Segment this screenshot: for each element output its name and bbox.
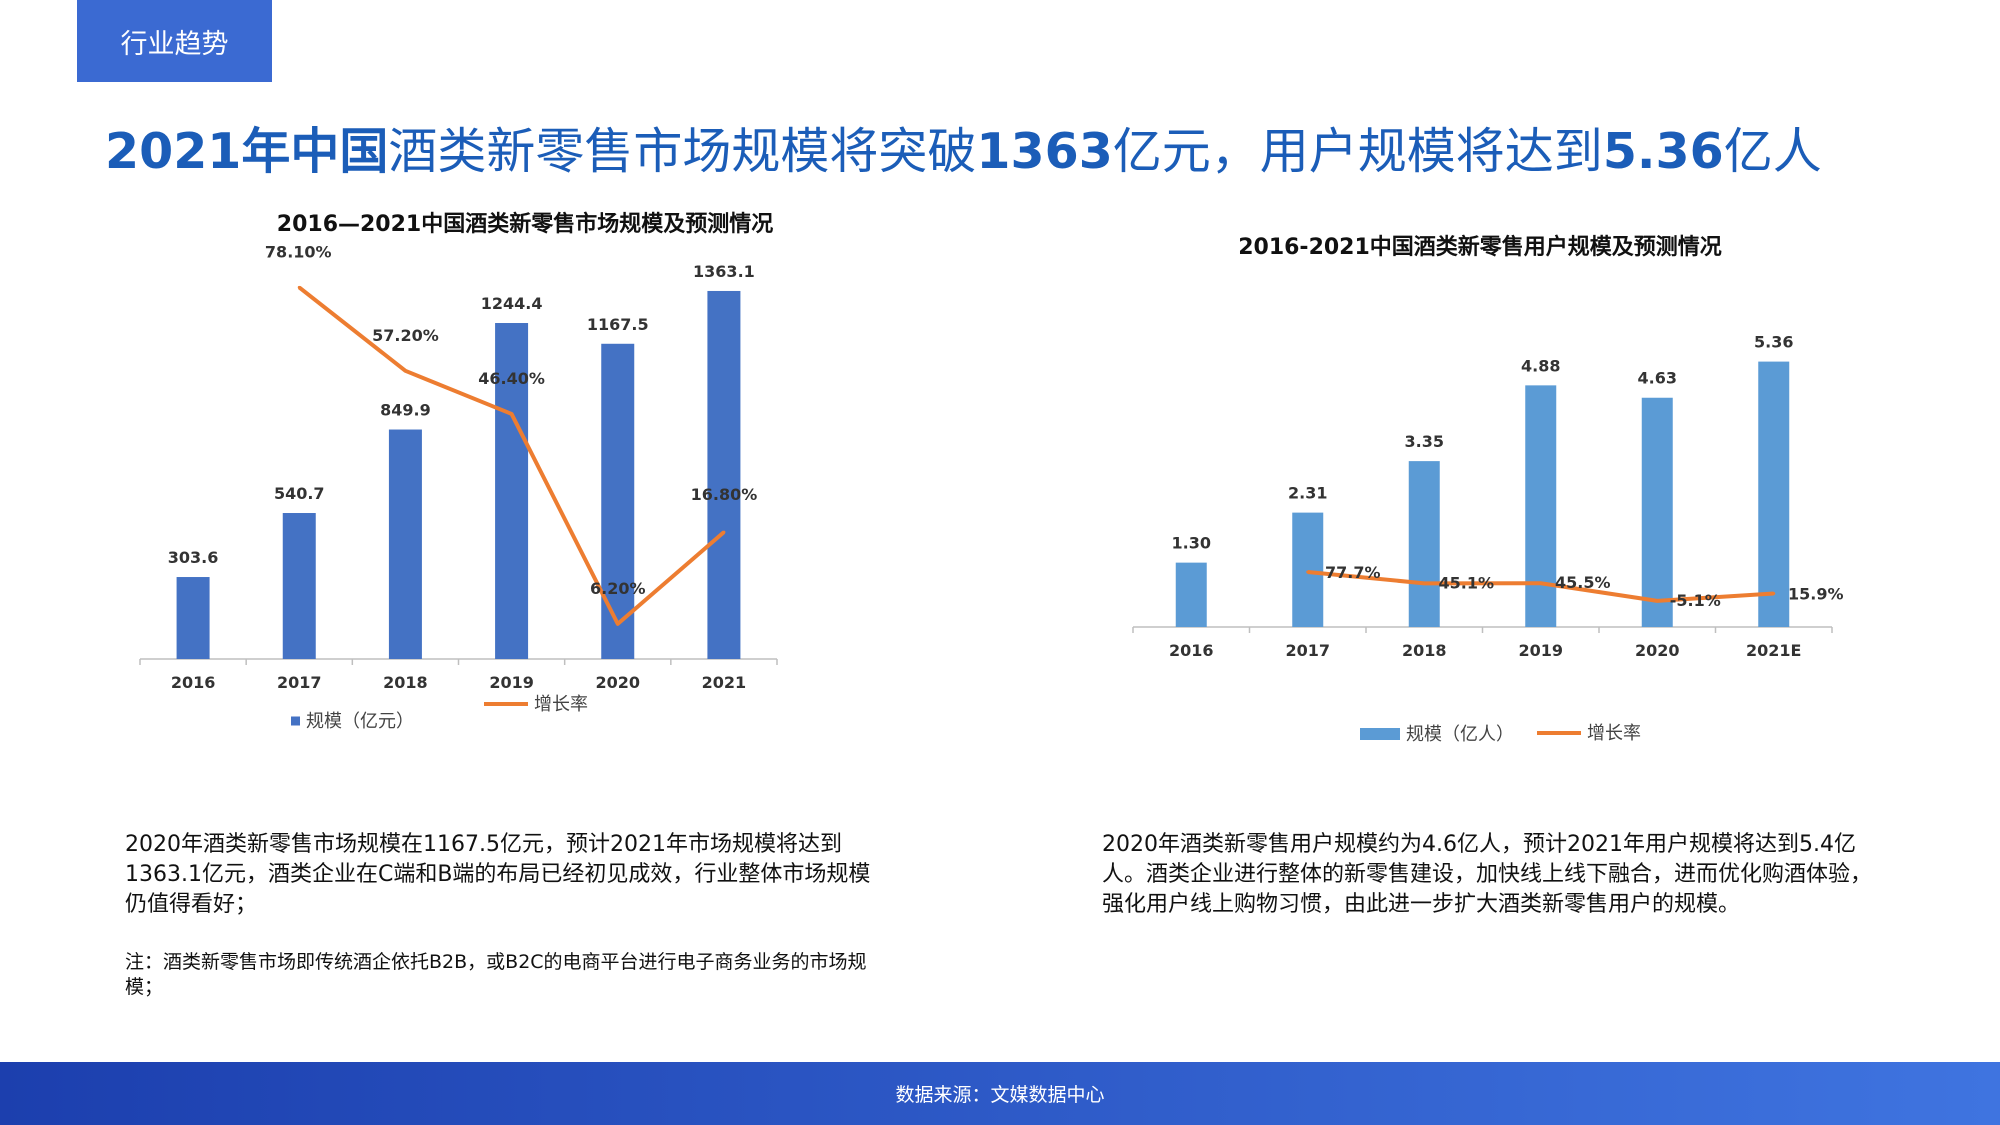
bar-value-label: 5.36 bbox=[1754, 333, 1793, 352]
growth-point bbox=[1306, 570, 1310, 574]
legend-line-label: 增长率 bbox=[1587, 723, 1641, 744]
x-tick-label: 2018 bbox=[383, 673, 428, 692]
growth-point bbox=[722, 530, 726, 534]
growth-point bbox=[1655, 599, 1659, 603]
x-tick-label: 2018 bbox=[1402, 641, 1447, 660]
growth-point bbox=[616, 622, 620, 626]
x-tick-label: 2017 bbox=[1285, 641, 1330, 660]
legend-bar-label: 规模（亿人） bbox=[1406, 724, 1514, 745]
section-tag: 行业趋势 bbox=[77, 0, 272, 82]
bar-value-label: 1244.4 bbox=[481, 294, 543, 313]
bar-value-label: 4.63 bbox=[1638, 369, 1677, 388]
x-tick-label: 2019 bbox=[1518, 641, 1563, 660]
growth-point bbox=[510, 412, 514, 416]
growth-value-label: 45.1% bbox=[1438, 573, 1494, 592]
legend-bar-swatch bbox=[1360, 728, 1400, 740]
bar bbox=[388, 429, 422, 659]
bar-value-label: 1.30 bbox=[1172, 534, 1211, 553]
bar bbox=[1408, 461, 1440, 627]
growth-point bbox=[297, 285, 301, 289]
chart1-title: 2016—2021中国酒类新零售市场规模及预测情况 bbox=[276, 212, 774, 237]
user-size-chart: 1.30 2016 2.31 2017 3.35 2018 4.88 2019 4.63 2020… bbox=[1132, 333, 1844, 745]
bar-value-label: 540.7 bbox=[274, 484, 325, 503]
chart2-title: 2016-2021中国酒类新零售用户规模及预测情况 bbox=[1238, 235, 1722, 260]
bar bbox=[1525, 385, 1557, 627]
growth-value-label: 78.10% bbox=[265, 242, 332, 261]
growth-value-label: 77.7% bbox=[1325, 563, 1381, 582]
x-tick-label: 2021E bbox=[1746, 641, 1801, 660]
headline: 2021年中国酒类新零售市场规模将突破1363亿元，用户规模将达到5.36亿人 bbox=[105, 112, 1965, 183]
growth-point bbox=[1539, 581, 1543, 585]
bar-value-label: 2.31 bbox=[1288, 484, 1327, 503]
growth-point bbox=[1772, 592, 1776, 596]
bar bbox=[1175, 562, 1207, 627]
x-tick-label: 2016 bbox=[171, 673, 216, 692]
bar-value-label: 3.35 bbox=[1405, 432, 1444, 451]
bar-value-label: 849.9 bbox=[380, 401, 431, 420]
growth-value-label: -5.1% bbox=[1670, 591, 1721, 610]
left-summary: 2020年酒类新零售市场规模在1167.5亿元，预计2021年市场规模将达到13… bbox=[125, 832, 871, 917]
bar bbox=[707, 290, 741, 659]
left-footnote: 注：酒类新零售市场即传统酒企依托B2B，或B2C的电商平台进行电子商务业务的市场… bbox=[125, 951, 867, 998]
legend-bar-label: 规模（亿元） bbox=[306, 711, 414, 732]
bar bbox=[1292, 512, 1324, 627]
bar-value-label: 4.88 bbox=[1521, 356, 1560, 375]
right-summary: 2020年酒类新零售用户规模约为4.6亿人，预计2021年用户规模将达到5.4亿… bbox=[1102, 832, 1873, 917]
growth-point bbox=[403, 369, 407, 373]
growth-value-label: 6.20% bbox=[590, 579, 646, 598]
growth-value-label: 46.40% bbox=[478, 369, 545, 388]
growth-value-label: 16.80% bbox=[691, 485, 758, 504]
bar bbox=[1758, 361, 1790, 627]
market-size-chart: 303.6 2016 540.7 2017 849.9 2018 1244.4 2019 116… bbox=[139, 242, 778, 732]
x-tick-label: 2019 bbox=[489, 673, 534, 692]
x-tick-label: 2020 bbox=[595, 673, 640, 692]
headline-part: 5.36 bbox=[1602, 123, 1724, 180]
legend-line-label: 增长率 bbox=[534, 694, 588, 715]
bar-value-label: 1167.5 bbox=[587, 315, 649, 334]
headline-part: 2021年中国 bbox=[105, 123, 389, 180]
x-tick-label: 2017 bbox=[277, 673, 322, 692]
headline-part: 1363 bbox=[976, 123, 1113, 180]
growth-value-label: 15.9% bbox=[1788, 585, 1844, 604]
bar bbox=[495, 323, 529, 659]
data-source-footer: 数据来源：文媒数据中心 bbox=[0, 1062, 2000, 1125]
headline-part: 亿人 bbox=[1723, 123, 1822, 180]
x-tick-label: 2021 bbox=[702, 673, 747, 692]
x-tick-label: 2016 bbox=[1169, 641, 1214, 660]
bar-value-label: 1363.1 bbox=[693, 262, 755, 281]
bar bbox=[176, 577, 210, 659]
growth-point bbox=[1422, 581, 1426, 585]
x-tick-label: 2020 bbox=[1635, 641, 1680, 660]
growth-value-label: 57.20% bbox=[372, 326, 439, 345]
bar-value-label: 303.6 bbox=[168, 548, 219, 567]
bar bbox=[282, 513, 316, 659]
legend-bar-swatch bbox=[291, 716, 300, 726]
headline-part: 亿元，用户规模将达到 bbox=[1112, 123, 1603, 180]
growth-value-label: 45.5% bbox=[1555, 573, 1611, 592]
bar bbox=[1641, 397, 1673, 627]
headline-part: 酒类新零售市场规模将突破 bbox=[388, 123, 977, 180]
